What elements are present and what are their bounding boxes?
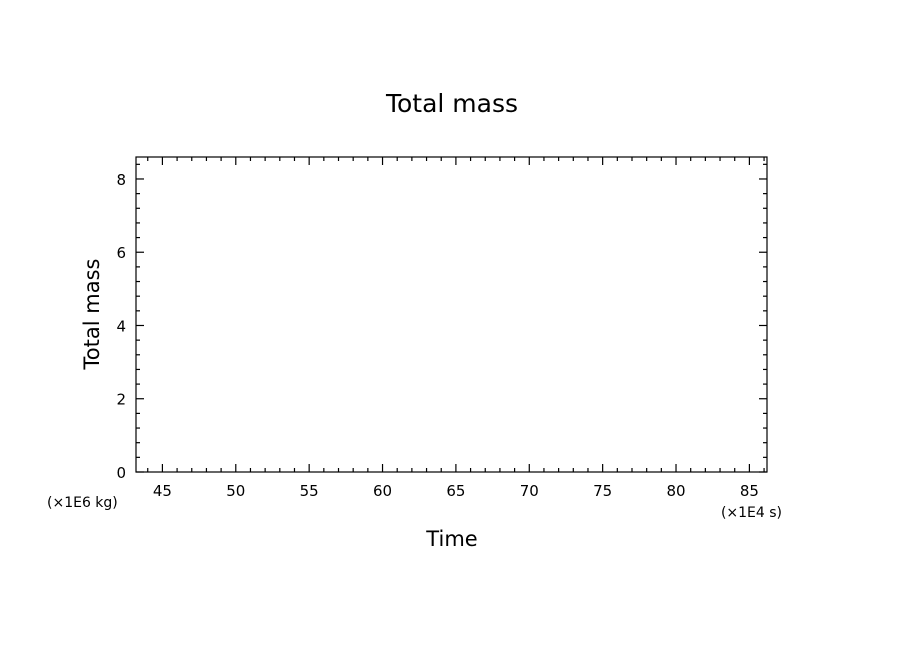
- x-tick-label: 80: [666, 482, 685, 500]
- plot-frame: [135, 156, 768, 473]
- axis-ticks: [136, 157, 767, 473]
- y-tick-label: 0: [116, 464, 126, 482]
- x-tick-label: 45: [153, 482, 172, 500]
- y-tick-labels: 0 2 4 6 8: [116, 171, 126, 482]
- y-axis-label: Total mass: [80, 259, 104, 371]
- x-axis-label: Time: [425, 527, 477, 551]
- y-tick-label: 2: [116, 391, 126, 409]
- x-tick-label: 60: [373, 482, 392, 500]
- x-tick-label: 85: [740, 482, 759, 500]
- y-axis-unit: (×1E6 kg): [47, 495, 118, 511]
- y-tick-label: 6: [116, 244, 126, 262]
- y-tick-label: 4: [116, 317, 126, 335]
- y-tick-label: 8: [116, 171, 126, 189]
- x-tick-label: 75: [593, 482, 612, 500]
- x-axis-unit: (×1E4 s): [721, 505, 782, 521]
- x-tick-labels: 45 50 55 60 65 70 75 80 85: [153, 482, 759, 500]
- x-tick-label: 50: [226, 482, 245, 500]
- x-tick-label: 70: [520, 482, 539, 500]
- x-tick-label: 55: [300, 482, 319, 500]
- x-tick-label: 65: [446, 482, 465, 500]
- chart-title: Total mass: [385, 89, 518, 118]
